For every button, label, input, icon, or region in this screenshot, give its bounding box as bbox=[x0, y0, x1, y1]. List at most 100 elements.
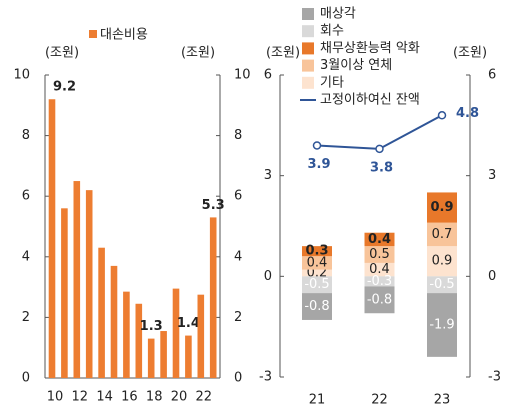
bar bbox=[48, 99, 56, 379]
data-label: 0.4 bbox=[368, 232, 391, 247]
legend-label: 대손비용 bbox=[100, 28, 148, 43]
legend-swatch bbox=[302, 25, 314, 38]
bar bbox=[172, 288, 180, 378]
data-label: 5.3 bbox=[202, 198, 225, 213]
bar-segment bbox=[364, 232, 395, 247]
x-tick-label: 14 bbox=[96, 390, 113, 405]
unit-label: (조원) bbox=[453, 46, 487, 61]
bar bbox=[73, 181, 81, 378]
bar-segment bbox=[364, 276, 395, 287]
bar-segment bbox=[427, 276, 457, 294]
bar bbox=[209, 217, 217, 378]
bar-segment bbox=[302, 276, 332, 294]
bar-segment bbox=[427, 246, 457, 277]
bar bbox=[123, 291, 130, 378]
y-tick-label-right: 8 bbox=[234, 128, 242, 143]
y-tick-label: 8 bbox=[22, 128, 30, 143]
data-label: -0.5 bbox=[429, 277, 454, 292]
legend-swatch bbox=[302, 59, 314, 72]
y-tick-label: 3 bbox=[264, 168, 272, 183]
legend-label: 고정이하여신 잔액 bbox=[320, 93, 420, 108]
data-label: 1.4 bbox=[177, 316, 200, 331]
data-label: 0.7 bbox=[432, 227, 453, 242]
data-label: 9.2 bbox=[53, 80, 76, 95]
data-label: -0.8 bbox=[304, 299, 329, 314]
data-label: 0.4 bbox=[369, 262, 390, 277]
y-tick-label: 4 bbox=[22, 249, 30, 264]
data-label: 0.9 bbox=[430, 200, 453, 215]
y-tick-label-right: 10 bbox=[234, 68, 251, 83]
y-tick-label-right: -3 bbox=[488, 370, 501, 385]
legend-label: 매상각 bbox=[320, 7, 356, 22]
y-tick-label-right: 0 bbox=[234, 371, 242, 386]
legend-swatch bbox=[302, 76, 314, 89]
x-tick-label: 10 bbox=[47, 390, 64, 405]
bar-segment bbox=[302, 293, 332, 320]
bar-segment bbox=[427, 293, 457, 357]
x-tick-label: 22 bbox=[196, 390, 213, 405]
data-label: -0.5 bbox=[304, 277, 329, 292]
bar bbox=[110, 265, 118, 378]
data-label: 0.3 bbox=[305, 244, 328, 259]
x-tick-label: 22 bbox=[371, 393, 388, 408]
bar-segment bbox=[427, 222, 457, 247]
y-tick-label-right: 4 bbox=[234, 249, 242, 264]
legend-swatch bbox=[89, 30, 97, 38]
bar bbox=[61, 208, 68, 378]
line-point bbox=[375, 144, 384, 154]
x-tick-label: 21 bbox=[309, 393, 326, 408]
x-tick-label: 23 bbox=[434, 393, 451, 408]
bar-segment bbox=[364, 262, 395, 277]
bar bbox=[147, 338, 155, 378]
x-tick-label: 12 bbox=[72, 390, 89, 405]
unit-label: (조원) bbox=[266, 46, 300, 61]
y-tick-label: 2 bbox=[22, 310, 30, 325]
bar-segment bbox=[364, 246, 395, 263]
y-tick-label-right: 0 bbox=[488, 269, 496, 284]
line bbox=[316, 114, 443, 150]
x-tick-label: 16 bbox=[121, 390, 138, 405]
line-label: 3.8 bbox=[370, 160, 393, 175]
bar-segment bbox=[364, 286, 395, 314]
y-tick-label-right: 2 bbox=[234, 310, 242, 325]
y-tick-label: 0 bbox=[264, 269, 272, 284]
data-label: -0.3 bbox=[367, 274, 392, 289]
legend-swatch bbox=[302, 8, 314, 20]
legend-label: 기타 bbox=[320, 75, 344, 90]
bar bbox=[185, 335, 192, 378]
bar-segment bbox=[302, 256, 332, 270]
data-label: -1.9 bbox=[429, 317, 454, 332]
y-tick-label: 6 bbox=[264, 68, 272, 83]
y-tick-label-right: 6 bbox=[234, 189, 242, 204]
data-label: 1.3 bbox=[140, 319, 163, 334]
bar bbox=[85, 190, 93, 378]
bar bbox=[98, 247, 105, 378]
bar-segment bbox=[302, 269, 332, 277]
x-tick-label: 20 bbox=[171, 390, 188, 405]
data-label: 0.9 bbox=[432, 254, 453, 269]
bar-segment bbox=[302, 246, 332, 257]
y-tick-label: 6 bbox=[22, 189, 30, 204]
y-tick-label: 10 bbox=[13, 68, 30, 83]
x-tick-label: 18 bbox=[146, 390, 163, 405]
y-tick-label-right: 6 bbox=[488, 68, 496, 83]
unit-label: (조원) bbox=[45, 46, 79, 61]
legend-label: 채무상환능력 악화 bbox=[320, 41, 420, 56]
line-point bbox=[312, 141, 322, 150]
data-label: -0.8 bbox=[367, 292, 392, 307]
bar bbox=[197, 294, 205, 378]
bar-segment bbox=[427, 192, 457, 223]
data-label: 0.4 bbox=[307, 255, 328, 270]
unit-label: (조원) bbox=[181, 46, 215, 61]
data-label: 0.5 bbox=[369, 247, 390, 262]
y-tick-label-right: 3 bbox=[488, 168, 496, 183]
y-tick-label: 0 bbox=[22, 371, 30, 386]
y-tick-label: -3 bbox=[259, 370, 272, 385]
line-point bbox=[437, 111, 447, 120]
line-label: 3.9 bbox=[307, 157, 330, 172]
bar bbox=[135, 303, 143, 378]
line-label: 4.8 bbox=[456, 106, 479, 121]
legend-swatch bbox=[302, 42, 314, 55]
legend-label: 회수 bbox=[320, 24, 344, 39]
